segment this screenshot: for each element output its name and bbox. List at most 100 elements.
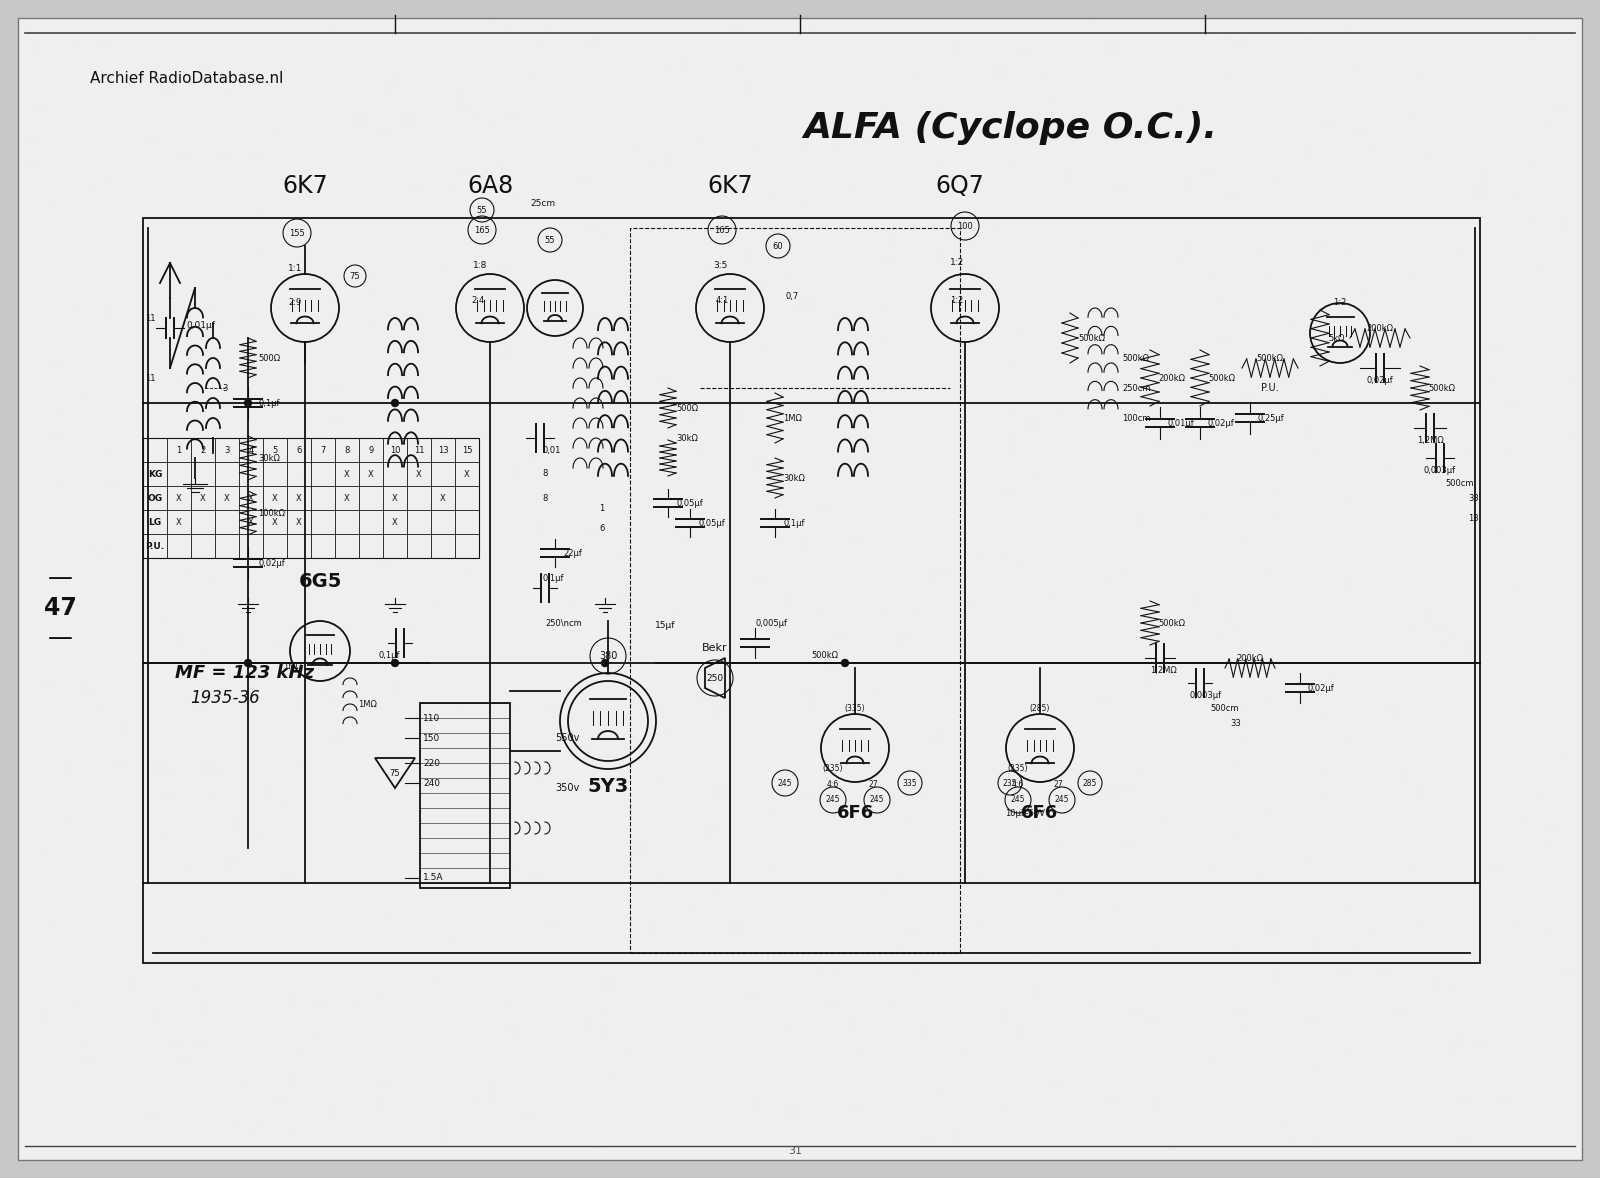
Text: Archief RadioDatabase.nl: Archief RadioDatabase.nl bbox=[90, 71, 283, 86]
Text: Bekr: Bekr bbox=[702, 643, 728, 653]
Text: 22μf: 22μf bbox=[563, 549, 582, 557]
Text: 1,2MΩ: 1,2MΩ bbox=[1416, 436, 1443, 444]
Text: 1MΩ: 1MΩ bbox=[283, 662, 302, 670]
Text: X: X bbox=[344, 494, 350, 503]
Text: 0,003μf: 0,003μf bbox=[1424, 465, 1456, 475]
Text: 13: 13 bbox=[438, 445, 448, 455]
Text: —: — bbox=[48, 565, 72, 590]
Text: X: X bbox=[416, 470, 422, 478]
Text: 4:6: 4:6 bbox=[1011, 780, 1024, 788]
Text: 60: 60 bbox=[773, 241, 784, 251]
Text: 6: 6 bbox=[598, 523, 605, 532]
Text: 100kΩ: 100kΩ bbox=[258, 509, 285, 517]
Text: 0,01μf: 0,01μf bbox=[186, 320, 214, 330]
Text: 1,2MΩ: 1,2MΩ bbox=[1150, 666, 1176, 675]
Text: 0,1μf: 0,1μf bbox=[258, 398, 280, 408]
Text: 4:1: 4:1 bbox=[715, 296, 728, 304]
Text: 1MΩ: 1MΩ bbox=[782, 413, 802, 423]
Text: X: X bbox=[224, 494, 230, 503]
Text: 240: 240 bbox=[422, 779, 440, 788]
Text: 1:1: 1:1 bbox=[288, 264, 302, 272]
Text: 0,01μf: 0,01μf bbox=[1168, 418, 1195, 428]
Text: 0,1μf: 0,1μf bbox=[782, 518, 805, 528]
Text: 33: 33 bbox=[1469, 494, 1478, 503]
Text: (235): (235) bbox=[1008, 763, 1029, 773]
Text: 0,02μf: 0,02μf bbox=[1309, 683, 1334, 693]
Text: 47: 47 bbox=[43, 596, 77, 620]
Text: 245: 245 bbox=[826, 795, 840, 805]
Text: 75: 75 bbox=[350, 271, 360, 280]
Text: 200kΩ: 200kΩ bbox=[1237, 654, 1264, 662]
Text: 220: 220 bbox=[422, 759, 440, 768]
Text: 500kΩ: 500kΩ bbox=[1208, 373, 1235, 383]
Text: 245: 245 bbox=[1011, 795, 1026, 805]
Text: 500Ω: 500Ω bbox=[258, 353, 280, 363]
Text: 0,02μf: 0,02μf bbox=[1366, 376, 1394, 384]
Text: 0,003μf: 0,003μf bbox=[1190, 690, 1222, 700]
Text: 250cm: 250cm bbox=[1122, 384, 1150, 392]
Text: 5Y3: 5Y3 bbox=[587, 776, 629, 795]
Text: 5kΩ: 5kΩ bbox=[1328, 333, 1344, 343]
Text: LG: LG bbox=[149, 517, 162, 527]
Text: 8: 8 bbox=[344, 445, 350, 455]
Text: 350v: 350v bbox=[555, 783, 579, 793]
Text: 11: 11 bbox=[146, 373, 155, 383]
Text: 155: 155 bbox=[290, 229, 306, 238]
Text: 6G5: 6G5 bbox=[298, 571, 342, 590]
Text: 245: 245 bbox=[778, 779, 792, 788]
Text: 165: 165 bbox=[714, 225, 730, 234]
Text: P.U.: P.U. bbox=[146, 542, 165, 550]
Bar bbox=[630, 229, 960, 953]
Text: 6F6: 6F6 bbox=[1021, 805, 1059, 822]
Text: 1: 1 bbox=[598, 503, 605, 512]
Text: 31: 31 bbox=[789, 1146, 802, 1156]
Text: 0,01: 0,01 bbox=[542, 445, 560, 455]
Text: 100: 100 bbox=[957, 221, 973, 231]
Text: 1:8: 1:8 bbox=[474, 260, 486, 270]
Text: KG: KG bbox=[147, 470, 162, 478]
Text: 3: 3 bbox=[222, 384, 227, 392]
Text: 27: 27 bbox=[869, 780, 878, 788]
Text: 0,02μf: 0,02μf bbox=[1208, 418, 1235, 428]
Text: 8: 8 bbox=[542, 494, 547, 503]
Text: 0,25μf: 0,25μf bbox=[1258, 413, 1285, 423]
Text: 4:6: 4:6 bbox=[827, 780, 838, 788]
Text: 0,05μf: 0,05μf bbox=[698, 518, 725, 528]
Bar bbox=[142, 218, 1480, 962]
Circle shape bbox=[602, 660, 608, 667]
Text: ALFA (Cyclope O.C.).: ALFA (Cyclope O.C.). bbox=[803, 111, 1218, 145]
Text: 3: 3 bbox=[224, 445, 230, 455]
Text: 7: 7 bbox=[320, 445, 326, 455]
Circle shape bbox=[392, 399, 398, 406]
Text: 9: 9 bbox=[368, 445, 374, 455]
Circle shape bbox=[842, 660, 848, 667]
Text: 27: 27 bbox=[1053, 780, 1062, 788]
Text: 10: 10 bbox=[390, 445, 400, 455]
Text: 500cm: 500cm bbox=[1210, 703, 1238, 713]
Text: 500cm: 500cm bbox=[1445, 478, 1474, 488]
Text: 6Q7: 6Q7 bbox=[936, 174, 984, 198]
Text: 2:9: 2:9 bbox=[288, 298, 302, 306]
Text: X: X bbox=[440, 494, 446, 503]
Text: 33: 33 bbox=[1230, 719, 1240, 728]
Text: 150: 150 bbox=[422, 734, 440, 742]
Text: 500kΩ: 500kΩ bbox=[1078, 333, 1106, 343]
Text: 110: 110 bbox=[422, 714, 440, 722]
Text: 5: 5 bbox=[272, 445, 278, 455]
Text: X: X bbox=[464, 470, 470, 478]
Text: X: X bbox=[176, 494, 182, 503]
Text: 2: 2 bbox=[200, 445, 206, 455]
Text: (285): (285) bbox=[1030, 703, 1050, 713]
Text: (235): (235) bbox=[822, 763, 843, 773]
Text: 550v: 550v bbox=[555, 733, 579, 743]
Text: 3:5: 3:5 bbox=[714, 260, 726, 270]
Text: 500Ω: 500Ω bbox=[677, 404, 698, 412]
Text: 1:2: 1:2 bbox=[1333, 298, 1347, 306]
Bar bbox=[421, 703, 510, 888]
Text: X: X bbox=[344, 470, 350, 478]
Text: X: X bbox=[200, 494, 206, 503]
Text: 6F6: 6F6 bbox=[837, 805, 874, 822]
Text: X: X bbox=[272, 494, 278, 503]
Text: X: X bbox=[368, 470, 374, 478]
Text: 335: 335 bbox=[902, 779, 917, 788]
